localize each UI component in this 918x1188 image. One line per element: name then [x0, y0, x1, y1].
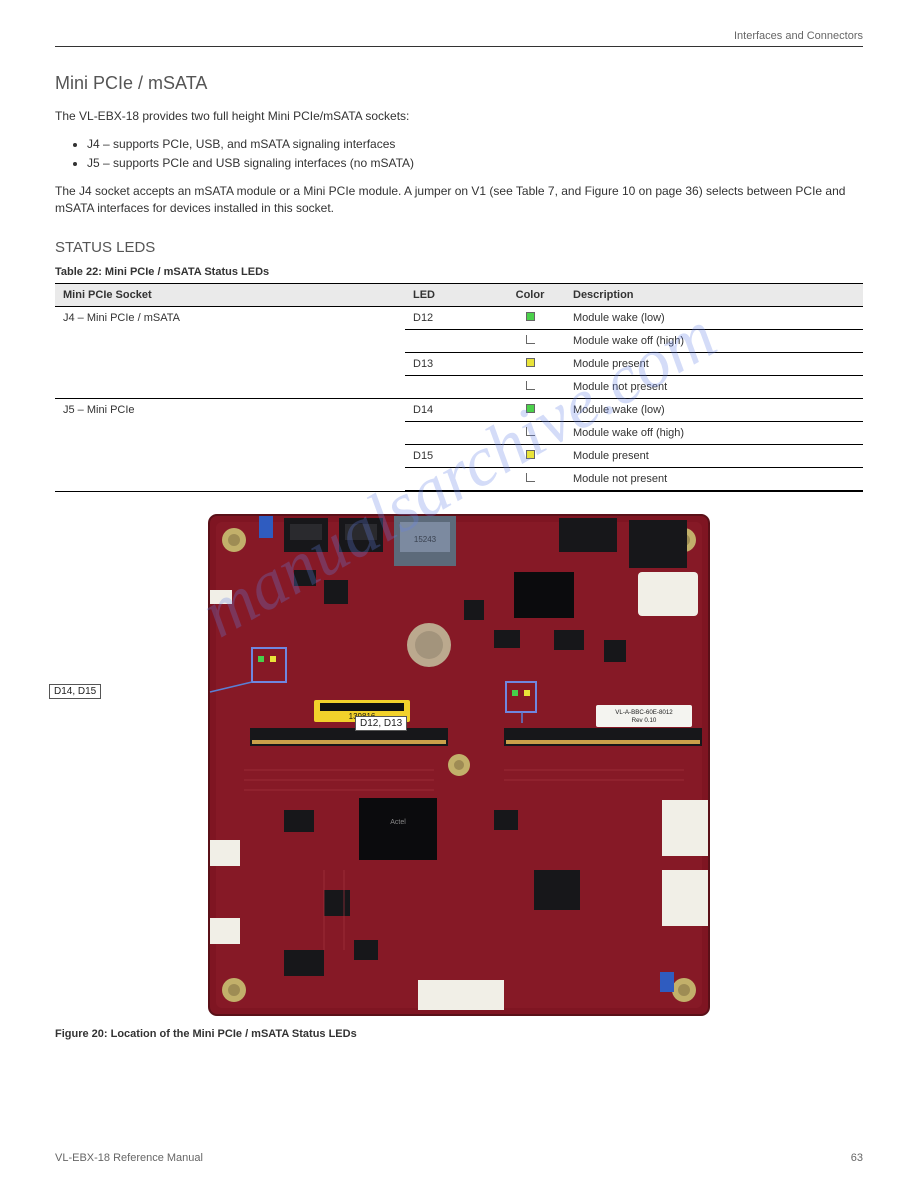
- th-socket: Mini PCIe Socket: [55, 284, 405, 307]
- page-footer: VL-EBX-18 Reference Manual 63: [55, 1152, 863, 1164]
- led-d13: [524, 690, 530, 696]
- bullet-1: J4 – supports PCIe, USB, and mSATA signa…: [87, 135, 863, 154]
- cell-color: [495, 422, 565, 445]
- cell-color: [495, 330, 565, 353]
- led-off-icon: [526, 381, 535, 390]
- cell-led: [405, 468, 495, 492]
- conn-bottom-1: [418, 980, 504, 1010]
- subsection-title: STATUS LEDS: [55, 239, 863, 256]
- cell-color: [495, 399, 565, 422]
- conn-right-2: [662, 870, 708, 926]
- led-off-icon: [526, 473, 535, 482]
- th-desc: Description: [565, 284, 863, 307]
- table-row: J5 – Mini PCIeD14Module wake (low): [55, 399, 863, 422]
- cell-description: Module present: [565, 353, 863, 376]
- svg-text:15243: 15243: [414, 535, 437, 544]
- cell-description: Module wake off (high): [565, 422, 863, 445]
- th-color: Color: [495, 284, 565, 307]
- led-on-icon: [526, 404, 535, 413]
- cell-color: [495, 445, 565, 468]
- callout-left: D14, D15: [49, 684, 101, 699]
- cell-description: Module not present: [565, 468, 863, 492]
- conn-right-1: [662, 800, 708, 856]
- cell-socket: J5 – Mini PCIe: [55, 399, 405, 492]
- conn-left-1: [210, 590, 232, 604]
- led-d12: [512, 690, 518, 696]
- table-header-row: Mini PCIe Socket LED Color Description: [55, 284, 863, 307]
- callout-right: D12, D13: [355, 716, 407, 731]
- cell-description: Module present: [565, 445, 863, 468]
- cell-led: [405, 422, 495, 445]
- cell-description: Module wake (low): [565, 399, 863, 422]
- jumper-blue: [660, 972, 674, 992]
- minipcie-j4: [504, 728, 702, 746]
- minipcie-j5: [250, 728, 448, 746]
- led-off-icon: [526, 427, 535, 436]
- led-off-icon: [526, 335, 535, 344]
- conn-left-2: [210, 840, 240, 866]
- cell-led: D14: [405, 399, 495, 422]
- cell-led: [405, 330, 495, 353]
- cell-description: Module wake off (high): [565, 330, 863, 353]
- led-on-icon: [526, 312, 535, 321]
- board-figure: 15243 Actel 139816 VL-A-BBC-60E-8012 Rev…: [55, 510, 863, 1020]
- cell-description: Module wake (low): [565, 307, 863, 330]
- th-led: LED: [405, 284, 495, 307]
- led-table: Mini PCIe Socket LED Color Description J…: [55, 283, 863, 492]
- bullet-2: J5 – supports PCIe and USB signaling int…: [87, 154, 863, 173]
- table-row: J4 – Mini PCIe / mSATAD12Module wake (lo…: [55, 307, 863, 330]
- cell-color: [495, 353, 565, 376]
- led-on-icon: [526, 450, 535, 459]
- cell-color: [495, 468, 565, 492]
- svg-text:Actel: Actel: [390, 819, 406, 826]
- chip-black-1: [514, 572, 574, 618]
- board-svg: 15243 Actel 139816 VL-A-BBC-60E-8012 Rev…: [204, 510, 714, 1020]
- section-para-1: The VL-EBX-18 provides two full height M…: [55, 108, 863, 125]
- cell-color: [495, 307, 565, 330]
- led-d14: [258, 656, 264, 662]
- cell-socket: J4 – Mini PCIe / mSATA: [55, 307, 405, 399]
- page-header: Interfaces and Connectors: [55, 30, 863, 47]
- section-title: Mini PCIe / mSATA: [55, 73, 863, 94]
- cell-led: D12: [405, 307, 495, 330]
- fpga: [359, 798, 437, 860]
- led-on-icon: [526, 358, 535, 367]
- cell-led: [405, 376, 495, 399]
- header-right: Interfaces and Connectors: [734, 30, 863, 42]
- sticker-line-1: VL-A-BBC-60E-8012: [615, 709, 673, 716]
- bullet-list: J4 – supports PCIe, USB, and mSATA signa…: [87, 135, 863, 172]
- sticker-line-2: Rev 0.10: [632, 717, 657, 724]
- led-d15: [270, 656, 276, 662]
- cell-color: [495, 376, 565, 399]
- figure-caption: Figure 20: Location of the Mini PCIe / m…: [55, 1028, 863, 1040]
- footer-right: 63: [851, 1152, 863, 1164]
- cell-led: D15: [405, 445, 495, 468]
- table-caption: Table 22: Mini PCIe / mSATA Status LEDs: [55, 266, 863, 278]
- section-para-2: The J4 socket accepts an mSATA module or…: [55, 183, 863, 218]
- conn-left-3: [210, 918, 240, 944]
- cell-description: Module not present: [565, 376, 863, 399]
- cell-led: D13: [405, 353, 495, 376]
- footer-left: VL-EBX-18 Reference Manual: [55, 1152, 203, 1164]
